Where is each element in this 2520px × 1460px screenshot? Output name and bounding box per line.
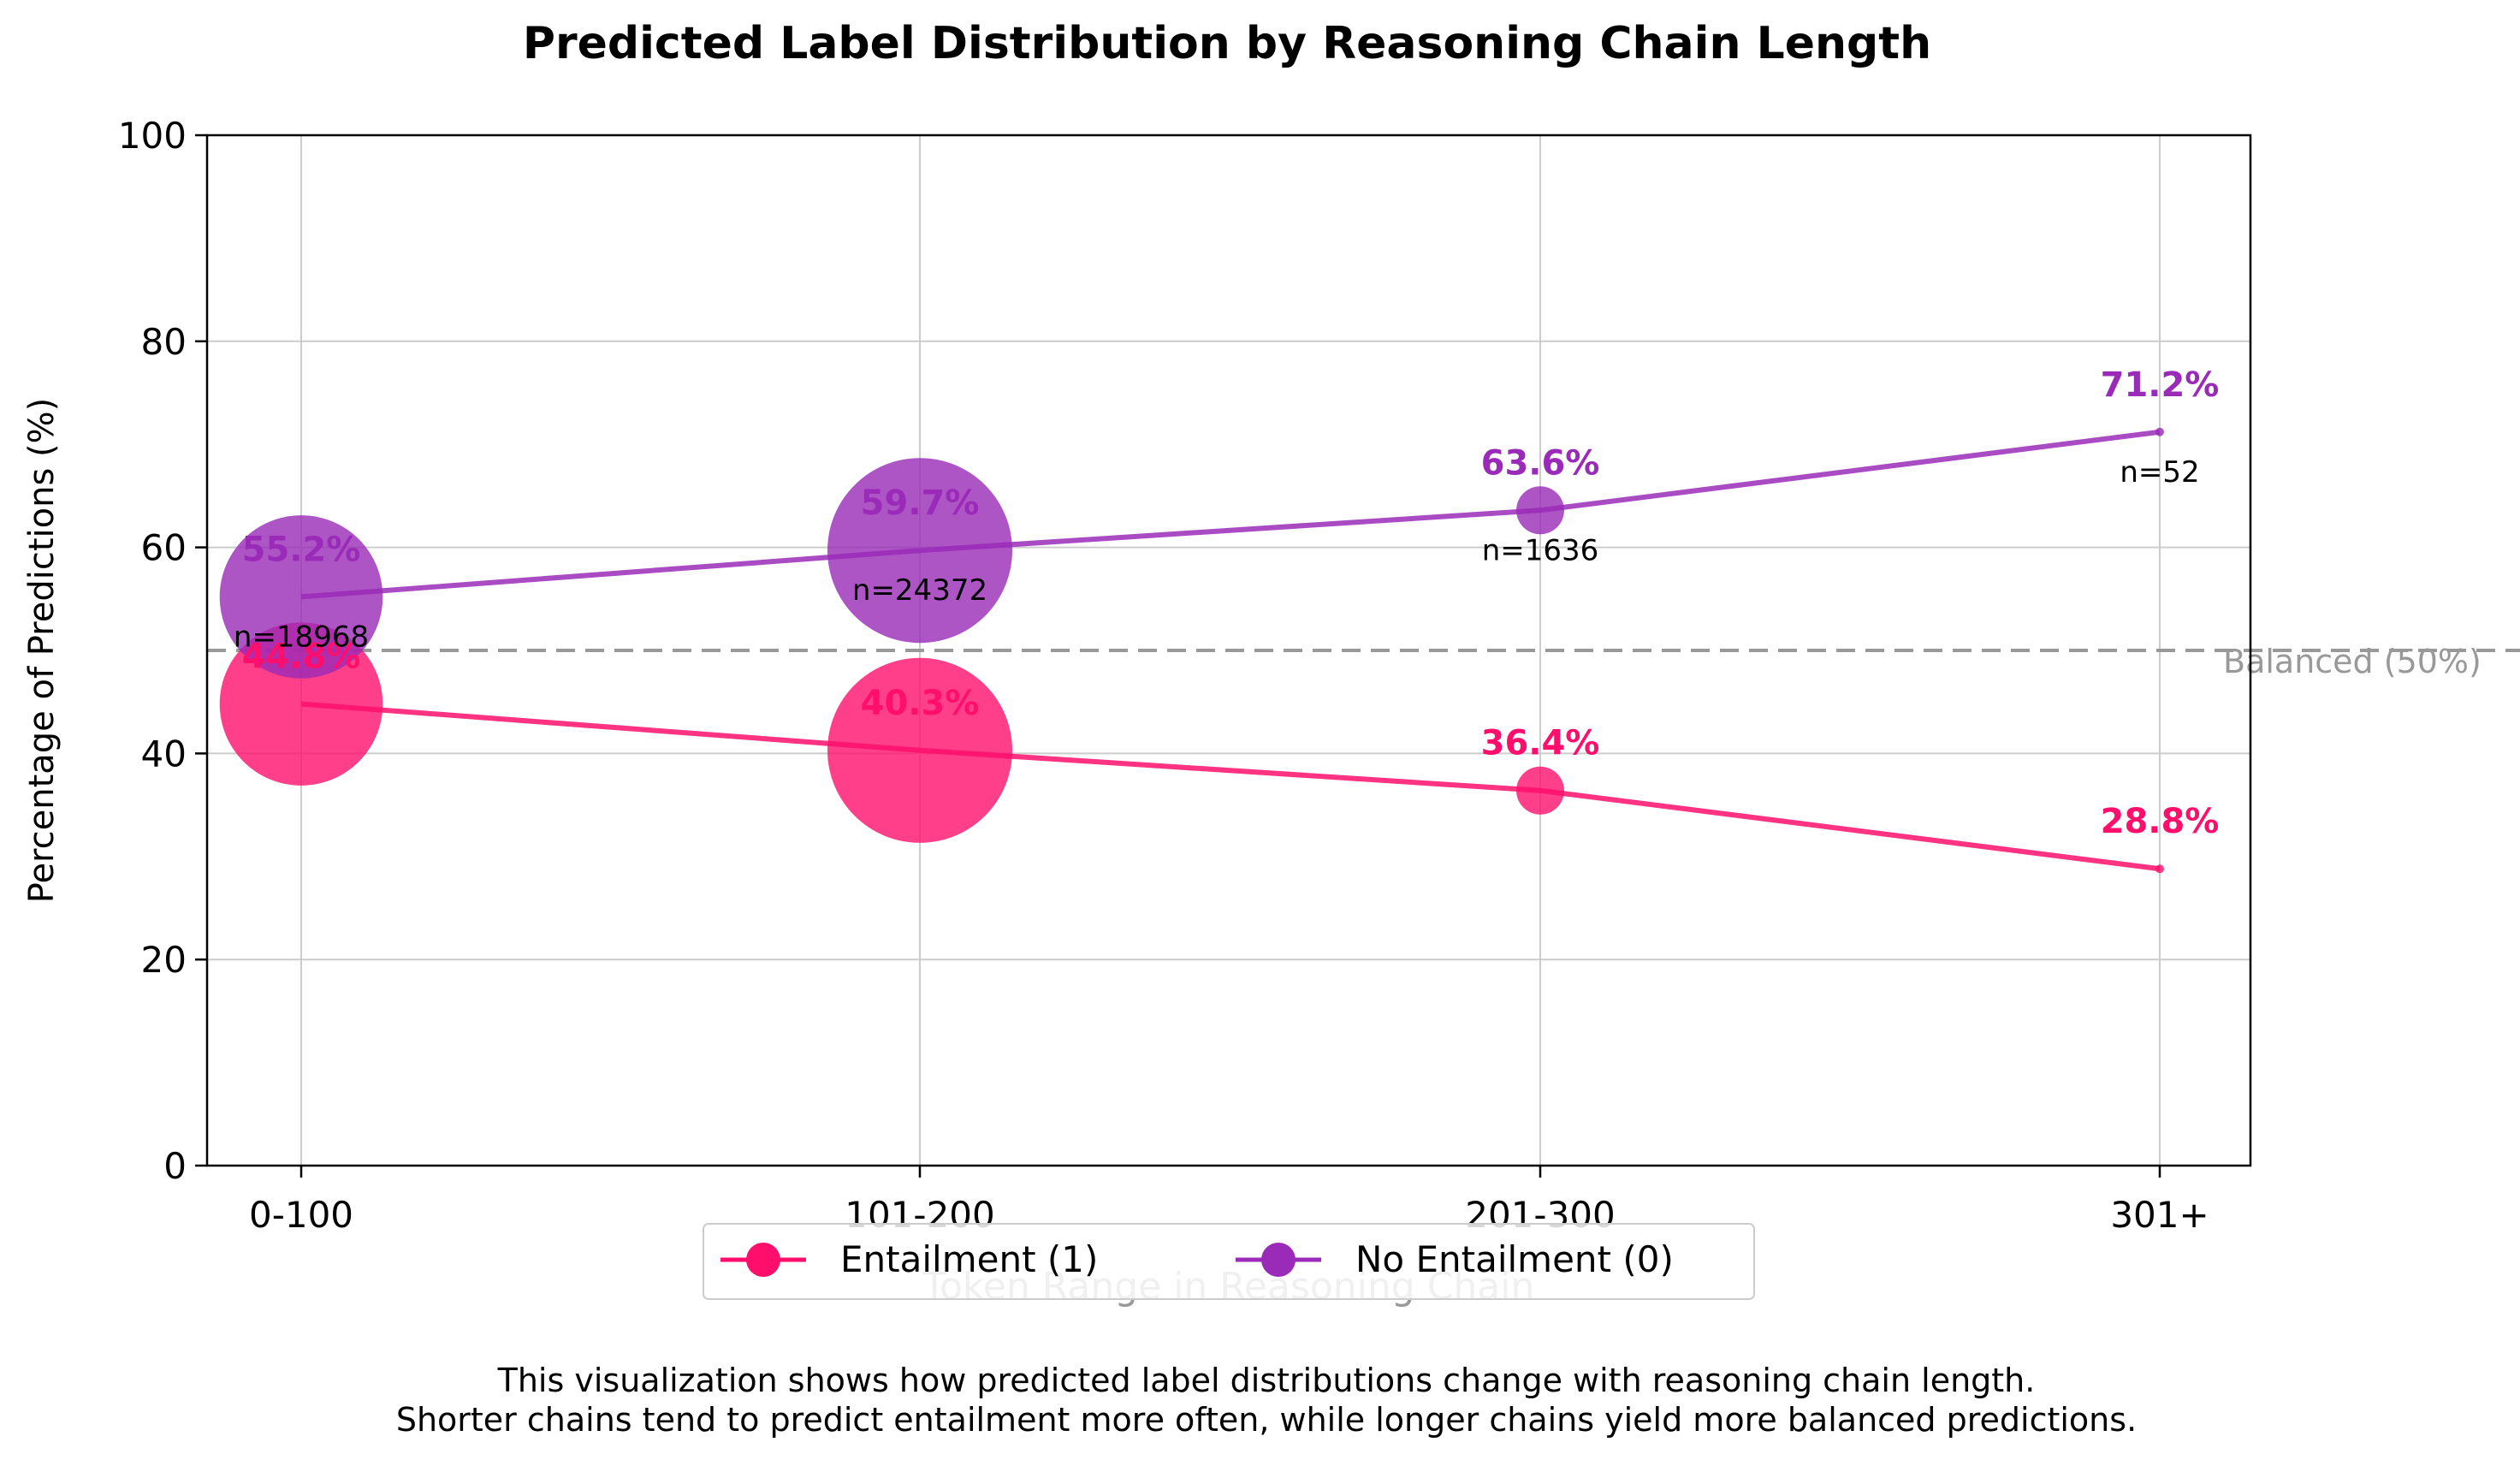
y-tick-label: 80 (141, 321, 187, 363)
entailment-bubble (827, 657, 1012, 843)
y-tick-label: 60 (141, 527, 187, 569)
no-entailment-bubble (219, 515, 383, 679)
sample-size-label: n=24372 (852, 573, 987, 608)
no-entailment-series-line (300, 429, 2161, 600)
no-entailment-bubble (827, 458, 1012, 644)
y-tick-label: 0 (163, 1145, 187, 1187)
balanced-reference-label: Balanced (50%) (2223, 643, 2481, 680)
no-entailment-value-label: 63.6% (1481, 443, 1600, 483)
entailment-series-line (300, 701, 2161, 872)
no-entailment-value-label: 59.7% (861, 484, 980, 523)
legend-box (703, 1223, 1755, 1300)
y-axis-label: Percentage of Predictions (%) (22, 398, 62, 904)
sample-size-label: n=18968 (234, 620, 369, 654)
legend-no-entailment-label: No Entailment (0) (1355, 1238, 1674, 1280)
entailment-value-label: 28.8% (2101, 802, 2220, 841)
y-tick-label: 20 (141, 939, 187, 981)
entailment-bubble (2155, 864, 2164, 874)
sample-size-label: n=1636 (1482, 533, 1599, 567)
entailment-value-label: 40.3% (861, 684, 980, 723)
legend: Entailment (1) No Entailment (0) (703, 1223, 1755, 1300)
no-entailment-bubble (1516, 486, 1564, 535)
caption-line-1: This visualization shows how predicted l… (497, 1362, 2036, 1399)
bubbles (219, 427, 2164, 874)
entailment-value-label: 36.4% (1481, 724, 1600, 763)
entailment-bubble (1516, 766, 1564, 815)
entailment-value-label: 44.8% (242, 638, 361, 677)
series-lines (300, 429, 2161, 872)
legend-no-entailment-marker (1261, 1243, 1296, 1277)
y-tick-label: 100 (118, 115, 187, 157)
data-labels: 44.8% 40.3% 36.4% 28.8% 55.2% 59.7% 63.6% 71.2%… (234, 365, 2219, 841)
legend-entailment-marker (746, 1243, 780, 1277)
legend-entailment-label: Entailment (1) (840, 1238, 1098, 1280)
no-entailment-value-label: 71.2% (2101, 365, 2220, 405)
caption-line-2: Shorter chains tend to predict entailmen… (396, 1401, 2137, 1439)
sample-size-label: n=52 (2120, 455, 2199, 490)
no-entailment-value-label: 55.2% (242, 530, 361, 569)
x-tick-label: 0-100 (249, 1194, 353, 1236)
no-entailment-bubble (2155, 427, 2164, 436)
plot-frame (205, 134, 2252, 1167)
chart-title: Predicted Label Distribution by Reasonin… (523, 18, 1931, 69)
y-tick-label: 40 (141, 733, 187, 775)
x-tick-label: 301+ (2110, 1194, 2209, 1236)
reference-line-group: Balanced (50%) (207, 643, 2520, 680)
